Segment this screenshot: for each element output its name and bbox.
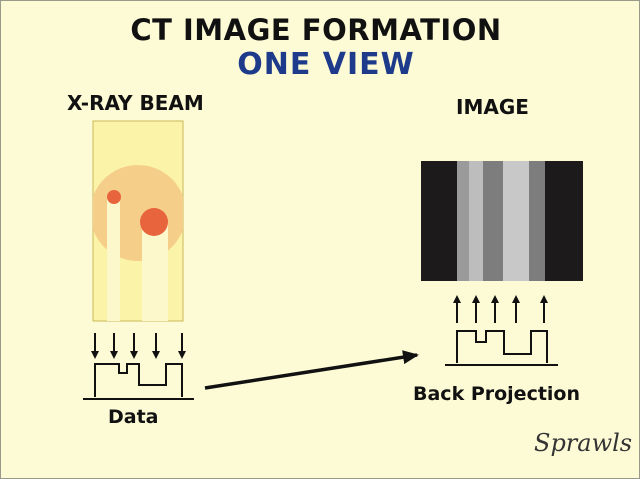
image-stripe [483, 161, 503, 281]
back-projection-label: Back Projection [413, 383, 581, 405]
image-stripe [457, 161, 469, 281]
transmitted-beam-streak [107, 197, 120, 321]
transmitted-beam-streak [142, 223, 168, 321]
slide-title: CT IMAGE FORMATION [130, 13, 502, 47]
reconstructed-image [421, 161, 583, 281]
image-stripe [469, 161, 483, 281]
object-cross-section [93, 165, 183, 261]
back-projection-profile [445, 330, 558, 366]
small-dense-spot [107, 190, 121, 204]
back-projection-arrows [453, 295, 548, 323]
image-stripe [503, 161, 529, 281]
x-ray-beam [92, 120, 184, 322]
image-stripe [529, 161, 545, 281]
large-dense-spot [140, 208, 168, 236]
slide-subtitle: ONE VIEW [237, 47, 415, 82]
data-label: Data [108, 406, 159, 428]
transfer-arrow-icon [204, 350, 419, 390]
image-stripe [545, 161, 583, 281]
detector-arrows [91, 333, 186, 359]
image-stripe [421, 161, 457, 281]
x-ray-beam-label: X-RAY BEAM [67, 91, 204, 115]
signature: Sprawls [534, 429, 633, 457]
data-profile [83, 363, 194, 400]
image-label: IMAGE [456, 95, 529, 119]
